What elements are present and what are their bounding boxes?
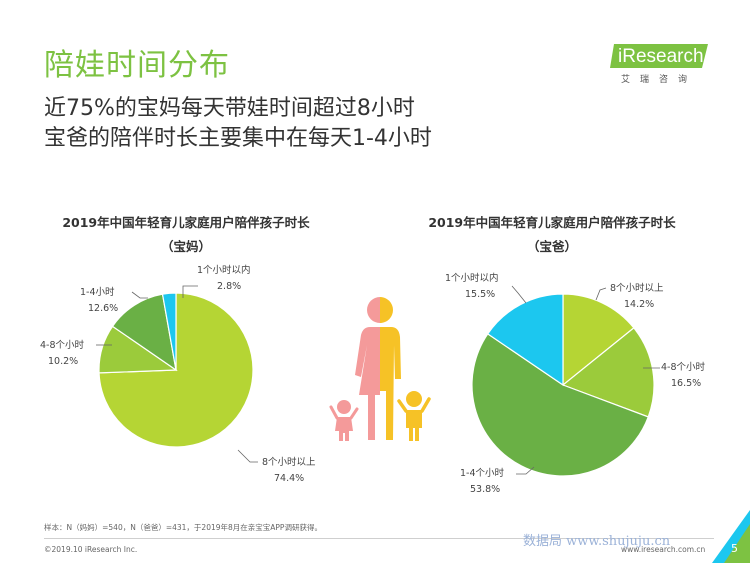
family-illustration [329,297,431,441]
leader-lines [96,285,660,475]
page-number: 5 [731,542,738,555]
site-url: www.iresearch.com.cn [621,545,706,554]
mother-body-icon [355,327,380,440]
girl-body-icon [335,417,353,441]
label-mom-under1: 1个小时以内 2.8% [197,265,251,292]
boy-head-icon [406,391,422,407]
footer-divider [44,538,714,539]
iresearch-logo: iResearch [610,44,708,68]
label-dad-1to4: 1-4个小时 53.8% [460,468,505,495]
watermark: 数据局 www.shujuju.cn [523,534,671,549]
label-dad-4to8: 4-8个小时 16.5% [661,362,706,389]
label-mom-4to8: 4-8个小时 10.2% [40,340,85,367]
father-head-icon [380,297,393,323]
leader-mom-8plus [237,449,258,463]
corner-decoration [712,510,750,563]
father-body-icon [380,327,401,440]
page-title: 陪娃时间分布 [44,48,230,83]
pie-dad [471,293,655,477]
leader-dad-1to4 [516,466,535,475]
pie-slice [561,327,655,418]
label-dad-under1: 1个小时以内 15.5% [445,273,499,300]
leader-mom-under1 [182,285,198,298]
pie-mom [98,292,254,448]
leader-dad-under1 [511,285,527,304]
label-mom-1to4: 1-4小时 12.6% [80,287,119,314]
pie-slice [562,293,635,387]
leader-dad-8plus [595,287,607,301]
chart-mom-subtitle: （宝妈） [160,239,211,254]
subtitle-line-2: 宝爸的陪伴时长主要集中在每天1-4小时 [44,126,432,151]
pie-slice [111,293,177,372]
copyright: ©2019.10 iResearch Inc. [44,545,138,554]
leader-mom-1to4 [131,291,148,299]
chart-dad-title: 2019年中国年轻育儿家庭用户陪伴孩子时长 [428,215,676,230]
girl-head-icon [337,400,351,414]
pie-slice [486,293,564,387]
footnote: 样本：N（妈妈）=540，N（爸爸）=431，于2019年8月在亲宝宝APP调研… [44,523,322,532]
label-mom-8plus: 8个小时以上 74.4% [262,457,316,484]
mother-head-icon [367,297,380,323]
subtitle-line-1: 近75%的宝妈每天带娃时间超过8小时 [44,96,415,121]
pie-slice [161,292,177,371]
chart-dad-subtitle: （宝爸） [526,239,577,254]
chart-mom-title: 2019年中国年轻育儿家庭用户陪伴孩子时长 [62,215,310,230]
logo-brand: iResearch [618,46,704,67]
logo-subtitle: 艾瑞咨询 [621,75,698,85]
boy-body-icon [406,410,422,441]
label-dad-8plus: 8个小时以上 14.2% [610,283,664,310]
pie-slice [471,333,649,477]
